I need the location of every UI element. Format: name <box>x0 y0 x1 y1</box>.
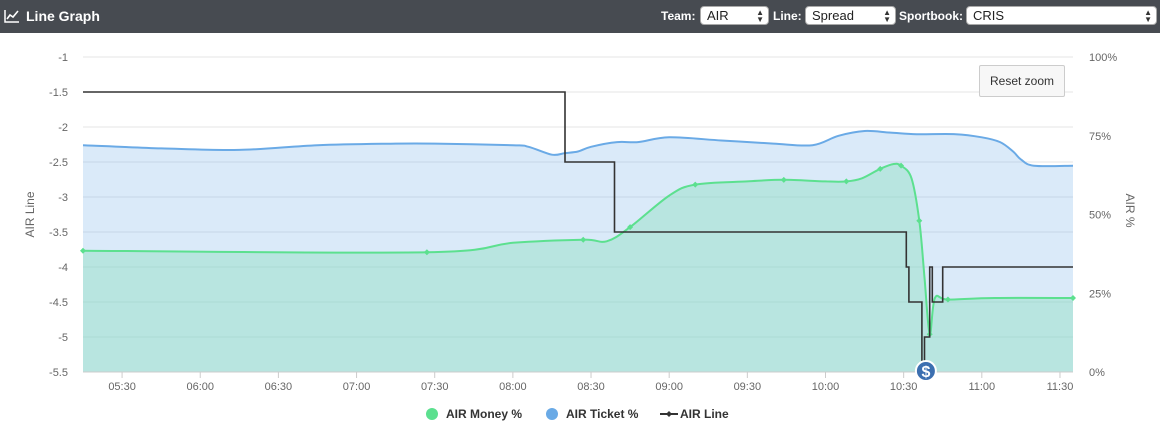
y2-axis-title: AIR % <box>1123 193 1137 227</box>
y-tick-label: -2.5 <box>49 157 68 169</box>
legend-swatch-marker <box>666 411 672 417</box>
sportsbook-label: Sportbook: <box>899 9 963 23</box>
legend-swatch <box>426 408 438 420</box>
line-chart[interactable]: 05:30 06:00 06:30 07:00 07:30 08:00 08:30 09:00… <box>0 33 1160 428</box>
chart-title: Line Graph <box>26 8 100 24</box>
money-point[interactable] <box>877 165 884 172</box>
y-tick-label: -1 <box>58 52 68 64</box>
line-series-path <box>83 91 1073 373</box>
x-tick-label: 06:00 <box>186 381 214 393</box>
line-select[interactable]: Spread ▲ ▼ <box>805 6 896 25</box>
money-point[interactable] <box>692 181 699 188</box>
select-arrows-icon: ▲ ▼ <box>883 8 891 24</box>
y2-tick-label: 100% <box>1089 52 1117 64</box>
x-tick-label: 09:30 <box>734 381 762 393</box>
money-area <box>83 163 1073 372</box>
dollar-marker-circle[interactable] <box>914 360 937 382</box>
dollar-marker-symbol: $ <box>921 364 930 381</box>
legend-item[interactable]: AIR Ticket % <box>546 407 639 421</box>
y2-tick-label: 0% <box>1089 367 1105 379</box>
axes: 05:30 06:00 06:30 07:00 07:30 08:00 08:30 09:00… <box>23 52 1137 393</box>
y-tick-label: -1.5 <box>49 87 68 99</box>
x-tick-label: 05:30 <box>108 381 136 393</box>
legend-item[interactable]: AIR Line <box>660 407 729 421</box>
x-tick-label: 11:00 <box>968 381 995 393</box>
y-tick-label: -3 <box>58 192 68 204</box>
x-tick-label: 08:00 <box>499 381 527 393</box>
money-point[interactable] <box>843 178 850 185</box>
legend-swatch <box>546 408 558 420</box>
x-tick-label: 10:00 <box>812 381 840 393</box>
select-arrows-icon: ▲ ▼ <box>1144 8 1152 24</box>
line-label: Line: <box>773 9 802 23</box>
legend-label: AIR Line <box>680 407 729 421</box>
line-series <box>80 91 1076 373</box>
y-tick-label: -4 <box>58 262 68 274</box>
x-tick-label: 10:30 <box>890 381 918 393</box>
money-point[interactable] <box>898 162 905 169</box>
sportsbook-select-value: CRIS <box>973 8 1005 23</box>
team-select[interactable]: AIR ▲ ▼ <box>700 6 769 25</box>
sportsbook-select[interactable]: CRIS ▲ ▼ <box>966 6 1157 25</box>
x-tick-label: 11:30 <box>1047 381 1074 393</box>
x-tick-label: 09:00 <box>655 381 683 393</box>
legend-item[interactable]: AIR Money % <box>426 407 522 421</box>
money-point[interactable] <box>780 176 787 183</box>
money-point[interactable] <box>580 236 587 243</box>
money-point[interactable] <box>80 247 86 254</box>
y-tick-label: -3.5 <box>49 227 68 239</box>
y-tick-label: -5 <box>58 332 68 344</box>
legend-label: AIR Money % <box>446 407 522 421</box>
y-tick-label: -5.5 <box>49 367 68 379</box>
dollar-marker-icon[interactable]: $ <box>914 360 937 382</box>
y-axis-title: AIR Line <box>23 191 37 237</box>
x-tick-label: 07:00 <box>343 381 371 393</box>
area-series <box>83 130 1073 372</box>
line-select-value: Spread <box>812 8 854 23</box>
y-tick-label: -4.5 <box>49 297 68 309</box>
y-tick-label: -2 <box>58 122 68 134</box>
reset-zoom-button[interactable]: Reset zoom <box>979 65 1065 97</box>
money-point[interactable] <box>423 249 430 256</box>
y2-tick-label: 25% <box>1089 288 1111 300</box>
money-point[interactable] <box>627 224 634 231</box>
y2-tick-label: 50% <box>1089 210 1111 222</box>
team-label: Team: <box>661 9 696 23</box>
ticket-line <box>82 129 1074 168</box>
line-chart-icon <box>4 10 19 23</box>
money-point[interactable] <box>916 217 923 224</box>
chart-header-bar: Line Graph Team: AIR ▲ ▼ Line: Spread ▲ ▼ … <box>0 0 1160 33</box>
x-tick-label: 08:30 <box>577 381 605 393</box>
legend[interactable]: AIR Money % AIR Ticket % AIR Line <box>426 407 729 421</box>
y2-tick-label: 75% <box>1089 131 1111 143</box>
legend-label: AIR Ticket % <box>566 407 639 421</box>
team-select-value: AIR <box>707 8 729 23</box>
ticket-area <box>83 130 1073 372</box>
x-tick-label: 06:30 <box>265 381 293 393</box>
money-point[interactable] <box>944 296 951 303</box>
select-arrows-icon: ▲ ▼ <box>756 8 764 24</box>
money-point[interactable] <box>1070 294 1076 301</box>
x-tick-label: 07:30 <box>421 381 449 393</box>
chart-title-group: Line Graph <box>4 8 100 24</box>
